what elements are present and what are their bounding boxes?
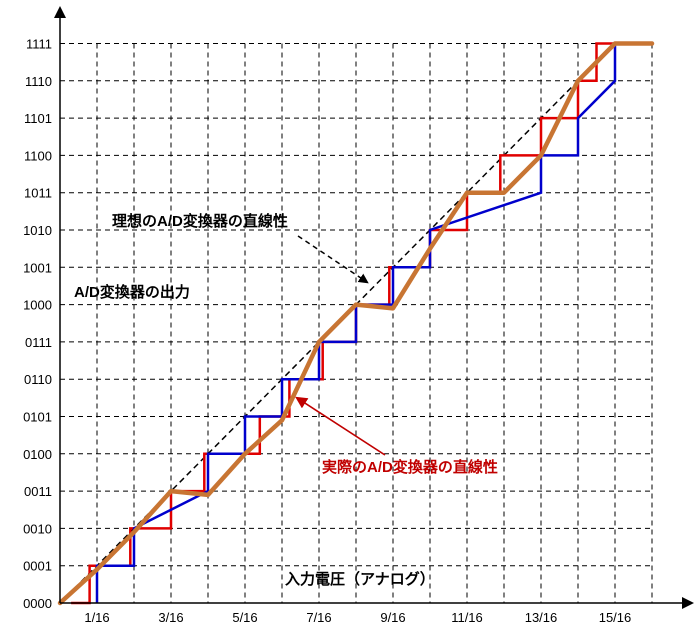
x-tick-label: 5/16 [232,610,257,625]
actual-linearity-line [57,41,655,606]
y-tick-label: 1000 [23,298,52,313]
ideal-annotation-arrow [297,235,369,284]
series-layer [57,41,655,606]
y-tick-label: 1111 [26,37,52,52]
x-axis-label: 入力電圧（アナログ） [285,570,435,588]
x-tick-label: 1/16 [84,610,109,625]
y-tick-label: 0101 [23,410,52,425]
y-tick-label: 0000 [23,596,52,611]
y-tick-label: 0010 [23,521,52,536]
y-tick-label: 1101 [24,111,52,126]
y-tick-labels: 0000 0001 0010 0011 0100 0101 0110 0111 1000 1001… [23,37,52,612]
y-tick-label: 0111 [25,335,52,350]
red-step-line [71,42,652,605]
x-tick-label: 11/16 [451,610,483,625]
y-tick-label: 1110 [25,74,52,89]
x-tick-labels: 1/16 3/16 5/16 7/16 9/16 11/16 13/16 15/16 [84,610,631,625]
x-tick-label: 7/16 [306,610,331,625]
y-tick-label: 0100 [23,447,52,462]
y-tick-label: 0001 [23,559,52,574]
actual-linearity-label: 実際のA/D変換器の直線性 [322,458,498,476]
y-tick-label: 1001 [23,260,52,275]
y-tick-label: 1010 [23,223,52,238]
y-tick-label: 0110 [24,372,52,387]
x-tick-label: 13/16 [525,610,558,625]
x-tick-label: 9/16 [380,610,405,625]
actual-annotation-arrow [295,396,386,456]
x-tick-label: 3/16 [158,610,183,625]
ideal-linearity-label: 理想のA/D変換器の直線性 [112,212,288,230]
y-axis-label: A/D変換器の出力 [74,283,190,301]
y-tick-label: 1011 [24,186,52,201]
blue-step-line [95,43,617,603]
x-tick-label: 15/16 [599,610,632,625]
y-tick-label: 1100 [24,148,52,163]
y-tick-label: 0011 [24,484,52,499]
